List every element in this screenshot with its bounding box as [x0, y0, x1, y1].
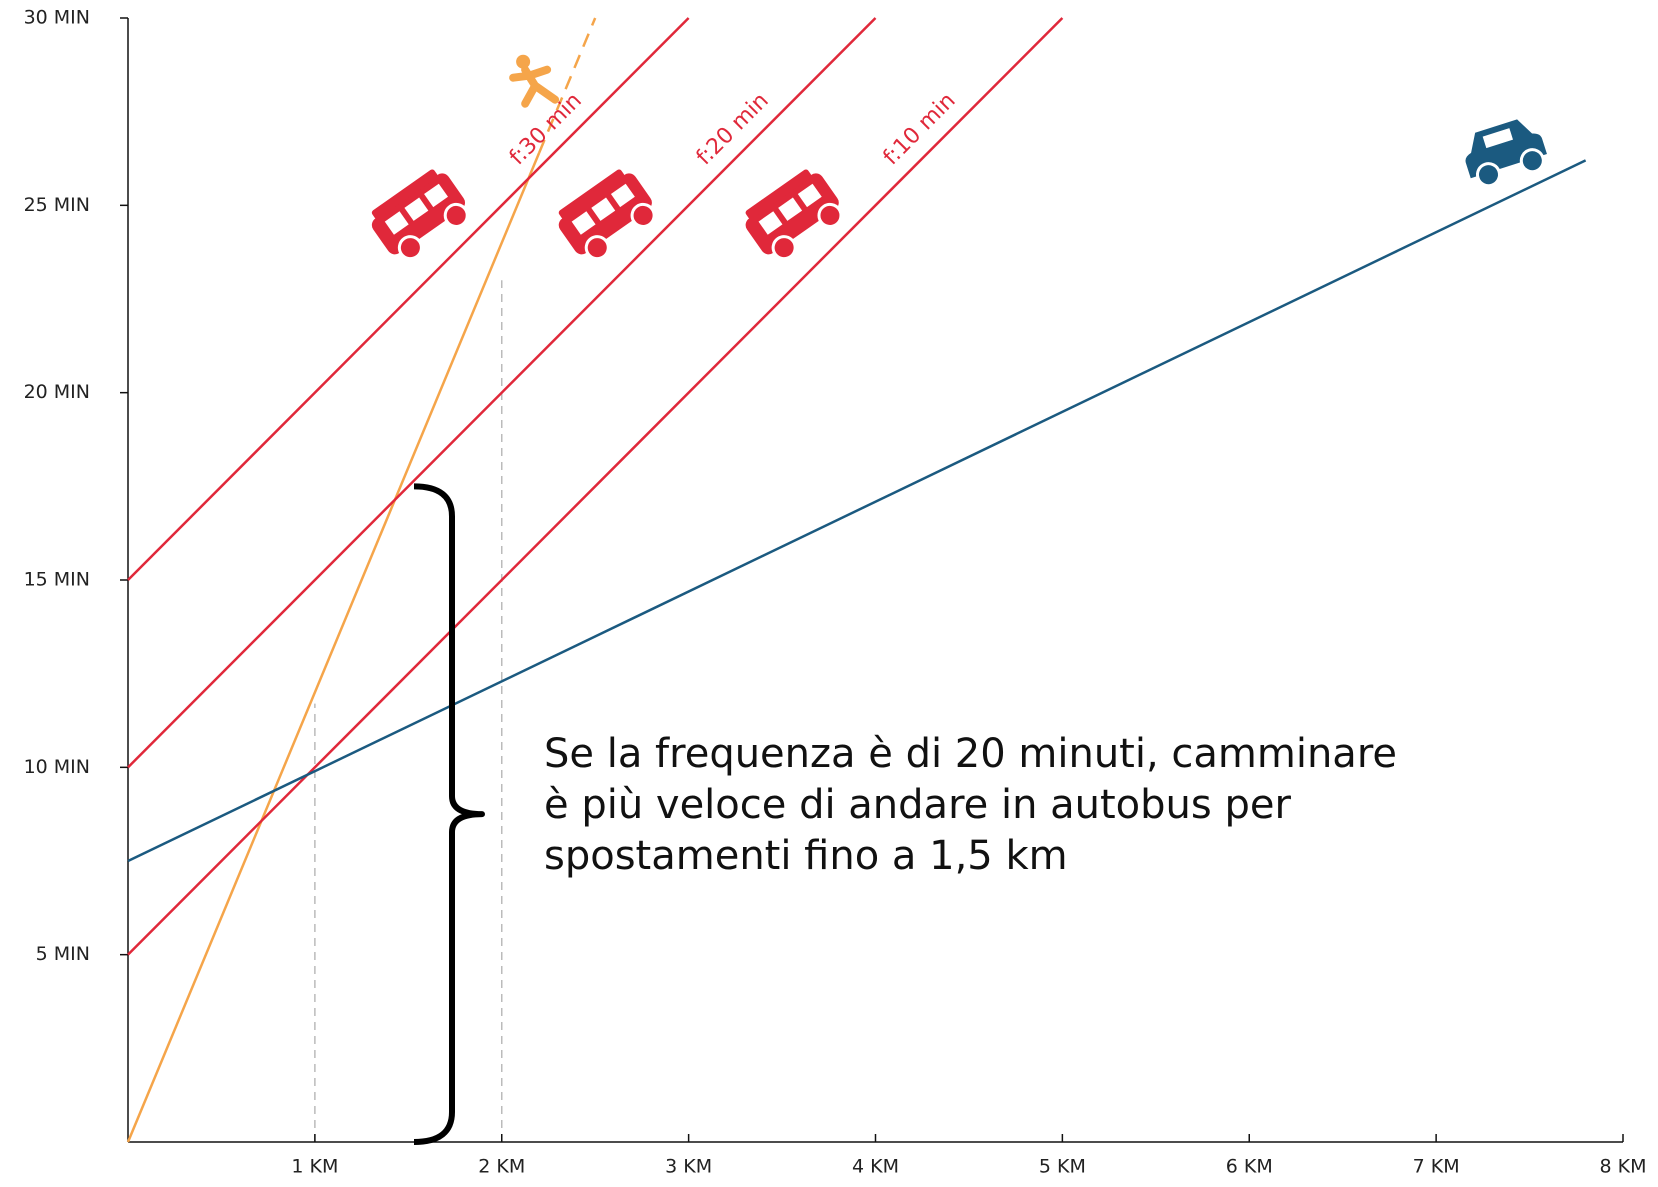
bus-window — [610, 183, 635, 208]
y-tick-label: 25 MIN — [24, 194, 90, 216]
series-line — [537, 17, 597, 154]
x-tick-label: 8 KM — [1600, 1156, 1647, 1178]
walk-body — [509, 65, 560, 108]
x-tick-label: 2 KM — [478, 1156, 525, 1178]
y-tick-label: 10 MIN — [24, 756, 90, 778]
walk-head — [516, 54, 531, 69]
bus-wheel — [630, 202, 656, 228]
x-tick-label: 7 KM — [1413, 1156, 1460, 1178]
series-label: f:20 min — [692, 88, 774, 170]
bus-window — [571, 211, 596, 235]
bus-roof — [558, 169, 625, 219]
brace — [413, 483, 485, 1145]
bus-window — [591, 197, 616, 221]
y-tick-label: 20 MIN — [24, 381, 90, 403]
series-line — [127, 17, 1064, 956]
annotation-line: spostamenti fino a 1,5 km — [544, 833, 1068, 879]
bus-roof — [371, 169, 438, 219]
walk-icon — [509, 54, 560, 108]
series-line — [126, 152, 541, 1143]
series-line — [127, 159, 1587, 863]
bus-roof — [745, 169, 812, 219]
bus-wheel — [443, 202, 469, 228]
bus-icon — [371, 169, 469, 261]
series-label: f:10 min — [879, 88, 961, 170]
bus-icon — [745, 169, 843, 261]
y-tick-label: 30 MIN — [24, 7, 90, 29]
series-label: f:30 min — [505, 88, 587, 170]
x-tick-label: 4 KM — [852, 1156, 899, 1178]
car-window — [1482, 128, 1513, 149]
bus-wheel — [584, 235, 610, 261]
bus-wheel — [397, 235, 423, 261]
bus-wheel — [771, 235, 797, 261]
series-line — [127, 17, 877, 769]
x-tick-label: 3 KM — [665, 1156, 712, 1178]
series-line — [127, 17, 690, 581]
car-wheel — [1475, 162, 1501, 188]
bus-window — [797, 183, 822, 208]
x-tick-label: 1 KM — [291, 1156, 338, 1178]
annotation-line: Se la frequenza è di 20 minuti, camminar… — [544, 731, 1397, 777]
y-tick-label: 5 MIN — [36, 943, 90, 965]
bus-window — [778, 197, 803, 221]
x-tick-label: 6 KM — [1226, 1156, 1273, 1178]
bus-window — [384, 211, 409, 235]
bus-window — [424, 183, 448, 208]
x-tick-label: 5 KM — [1039, 1156, 1086, 1178]
car-wheel — [1519, 148, 1545, 174]
annotation-line: è più veloce di andare in autobus per — [544, 782, 1291, 828]
bus-icon — [558, 169, 656, 261]
bus-window — [758, 211, 783, 235]
bus-wheel — [817, 202, 843, 228]
y-tick-label: 15 MIN — [24, 569, 90, 591]
car-icon — [1465, 119, 1547, 188]
bus-window — [404, 197, 429, 221]
